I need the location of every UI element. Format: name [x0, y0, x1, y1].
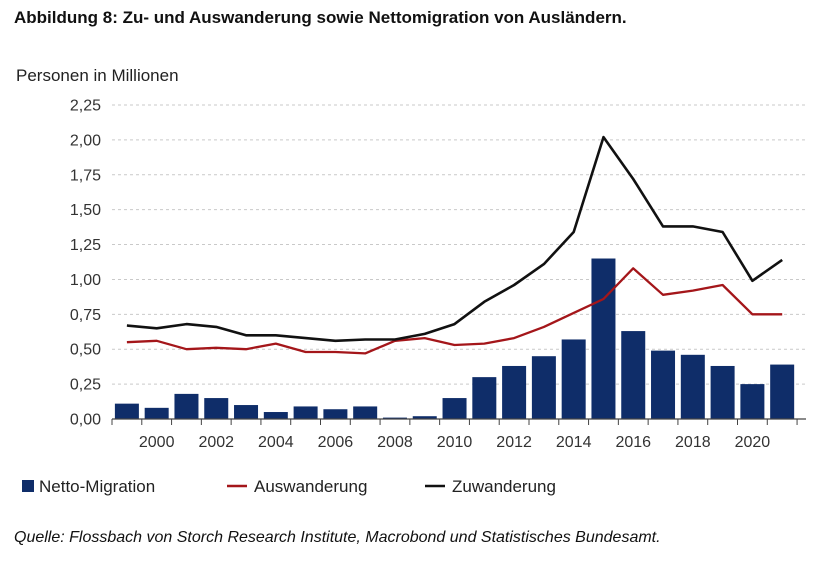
y-tick-label: 0,00	[70, 412, 101, 429]
netto-migration-bar	[531, 356, 556, 419]
zuwanderung-line	[126, 135, 783, 343]
y-tick-label: 2,25	[70, 98, 101, 115]
x-tick-label: 2018	[675, 434, 711, 451]
y-tick-label: 1,75	[70, 167, 101, 184]
y-tick-labels: 0,00 0,25 0,50 0,75 1,00 1,25 1,50 1,75 2,00 2,25	[70, 98, 101, 429]
netto-migration-bar	[234, 405, 259, 419]
gridlines	[112, 104, 806, 385]
netto-migration-bar	[323, 409, 348, 419]
netto-migration-bar	[442, 398, 467, 419]
netto-migration-bar	[651, 350, 676, 419]
x-axis: 2000 2002 2004 2006 2008 2010 2012 2014 2016 2018…	[111, 418, 806, 451]
netto-migration-bar	[353, 406, 378, 419]
netto-migration-bar	[114, 403, 139, 419]
netto-migration-bar	[472, 377, 497, 419]
y-tick-label: 2,00	[70, 132, 101, 149]
source-note: Quelle: Flossbach von Storch Research In…	[14, 529, 661, 546]
chart-title: Abbildung 8: Zu- und Auswanderung sowie …	[14, 8, 627, 27]
netto-migration-bar	[680, 354, 705, 419]
x-tick-label: 2020	[735, 434, 771, 451]
legend-label: Netto-Migration	[39, 477, 155, 496]
legend-label: Zuwanderung	[452, 477, 556, 496]
netto-migration-bar	[412, 416, 437, 419]
y-tick-label: 0,75	[70, 307, 101, 324]
y-axis-label: Personen in Millionen	[16, 66, 179, 85]
netto-migration-bar	[740, 384, 765, 419]
x-tick-label: 2014	[556, 434, 592, 451]
netto-migration-bar	[204, 398, 229, 419]
x-tick-label: 2010	[437, 434, 473, 451]
x-tick-label: 2012	[496, 434, 532, 451]
y-tick-label: 0,25	[70, 377, 101, 394]
series-lines	[126, 135, 783, 355]
y-tick-label: 1,25	[70, 237, 101, 254]
legend-swatch-netto-migration	[22, 480, 34, 492]
netto-migration-bar	[621, 331, 646, 419]
netto-migration-bar	[263, 412, 288, 419]
netto-migration-bar	[502, 365, 527, 419]
netto-migration-bar	[382, 417, 407, 419]
legend: Netto-Migration Auswanderung Zuwanderung	[22, 477, 556, 496]
netto-migration-bar	[770, 364, 795, 419]
x-tick-label: 2006	[318, 434, 354, 451]
x-tick-label: 2000	[139, 434, 175, 451]
x-tick-label: 2002	[198, 434, 234, 451]
netto-migration-bar	[591, 258, 616, 419]
y-tick-label: 0,50	[70, 342, 101, 359]
netto-migration-bar	[144, 407, 169, 419]
legend-label: Auswanderung	[254, 477, 367, 496]
netto-migration-bar	[174, 393, 199, 419]
x-tick-label: 2004	[258, 434, 294, 451]
auswanderung-line	[126, 267, 783, 355]
netto-migration-bar	[293, 406, 318, 419]
netto-migration-bar	[561, 339, 586, 419]
x-tick-label: 2016	[615, 434, 651, 451]
y-tick-label: 1,50	[70, 202, 101, 219]
x-tick-label: 2008	[377, 434, 413, 451]
y-tick-label: 1,00	[70, 272, 101, 289]
netto-migration-bars	[114, 258, 795, 419]
netto-migration-bar	[710, 365, 735, 419]
